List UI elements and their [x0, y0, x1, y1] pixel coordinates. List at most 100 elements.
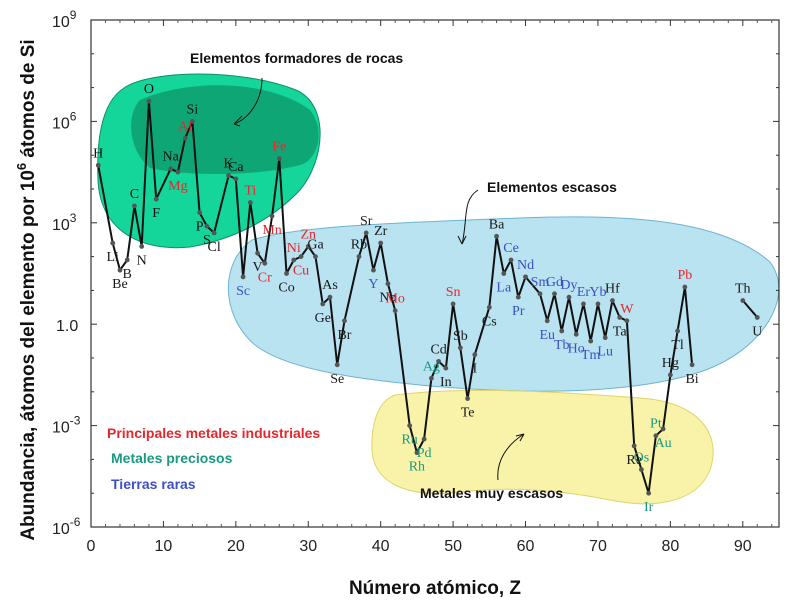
element-label-Sc: Sc — [236, 284, 250, 299]
point-Yb — [595, 301, 601, 307]
point-Ge — [320, 301, 326, 307]
series-line-1 — [742, 299, 759, 319]
point-Mn — [269, 213, 275, 219]
point-Tm — [588, 338, 594, 344]
point-S — [204, 223, 210, 229]
element-label-Tb: Tb — [554, 338, 570, 353]
element-label-Na: Na — [162, 150, 179, 165]
element-label-Nb: Nb — [379, 291, 396, 306]
point-H — [95, 162, 101, 168]
element-label-Os: Os — [634, 451, 650, 466]
element-label-Ho: Ho — [568, 341, 585, 356]
element-label-Al: Al — [178, 119, 192, 134]
very-scarce-region — [371, 389, 714, 505]
element-label-Si: Si — [187, 102, 199, 117]
data-series — [95, 98, 760, 496]
element-label-F: F — [152, 206, 160, 221]
element-label-Ag: Ag — [423, 359, 440, 374]
element-label-Ga: Ga — [307, 238, 324, 253]
region-shapes — [97, 73, 780, 505]
point-Dy — [566, 294, 572, 300]
element-label-Ba: Ba — [489, 217, 505, 232]
point-Bi — [689, 362, 695, 368]
x-tick-label: 0 — [87, 538, 96, 555]
element-label-Ce: Ce — [503, 241, 519, 256]
element-label-Ti: Ti — [244, 184, 256, 199]
rock-forming-region-dark — [131, 85, 319, 174]
point-U — [754, 315, 760, 320]
element-label-V: V — [253, 260, 263, 275]
point-Fe — [276, 156, 282, 161]
element-label-Ru: Ru — [401, 433, 417, 448]
y-tick-base: 10 — [52, 521, 70, 538]
element-label-Au: Au — [655, 436, 672, 451]
element-label-Dy: Dy — [560, 278, 577, 293]
point-Er — [581, 301, 586, 307]
point-Pb — [682, 284, 688, 290]
point-Al — [182, 135, 188, 141]
element-label-Yb: Yb — [589, 285, 606, 300]
element-label-Re: Re — [626, 453, 642, 468]
element-label-Bi: Bi — [685, 372, 698, 387]
point-Ho — [573, 331, 579, 337]
rock-forming-arrow — [233, 77, 263, 125]
x-tick-label: 80 — [661, 538, 679, 555]
point-Th — [740, 298, 746, 303]
y-tick-label: 10-6 — [52, 515, 81, 538]
element-label-Co: Co — [278, 281, 294, 296]
y-tick-base: 10 — [52, 217, 70, 234]
y-tick-exp: 6 — [70, 109, 77, 123]
element-label-Tm: Tm — [581, 348, 601, 363]
element-label-Tl: Tl — [671, 338, 684, 353]
point-Eu — [544, 318, 550, 324]
element-label-Mo: Mo — [385, 292, 404, 307]
point-Pt — [653, 433, 659, 439]
x-tick-label: 70 — [589, 538, 607, 555]
x-tick-label: 10 — [155, 538, 173, 555]
element-label-C: C — [130, 187, 139, 202]
point-Ir — [646, 490, 652, 496]
y-axis-title-tail: átomos de Si — [18, 39, 39, 163]
point-Gd — [552, 291, 557, 297]
point-Cu — [298, 254, 304, 259]
point-Sn — [450, 301, 456, 307]
element-label-Ge: Ge — [315, 311, 331, 326]
legend-industrial: Principales metales industriales — [107, 425, 320, 441]
point-N — [139, 244, 145, 249]
point-Hg — [667, 372, 673, 378]
y-tick-label: 10-3 — [52, 414, 81, 437]
element-label-In: In — [440, 375, 452, 390]
x-tick-label: 30 — [299, 538, 317, 555]
point-Sr — [363, 230, 369, 236]
point-Cr — [262, 260, 268, 266]
element-label-Eu: Eu — [539, 328, 555, 343]
element-label-Th: Th — [735, 282, 751, 297]
series-line-0 — [97, 100, 694, 495]
element-label-Ta: Ta — [613, 324, 628, 339]
point-Mo — [392, 308, 398, 314]
y-axis-title-main: Abundancia, átomos del elemento por 10 — [18, 170, 39, 541]
y-tick-base: 10 — [52, 14, 70, 31]
point-Nd — [523, 274, 528, 280]
point-Mg — [175, 169, 181, 175]
element-label-Be: Be — [112, 277, 128, 292]
point-Sb — [457, 345, 463, 351]
point-Te — [465, 396, 470, 401]
point-Cl — [211, 230, 217, 236]
element-label-W: W — [620, 302, 634, 317]
point-O — [146, 98, 152, 104]
y-tick-exp: -3 — [70, 414, 81, 428]
point-Cd — [436, 358, 442, 364]
element-label-B: B — [123, 267, 132, 282]
point-Se — [334, 362, 340, 368]
element-label-Sr: Sr — [360, 214, 373, 229]
element-label-I: I — [472, 362, 477, 377]
point-K — [226, 173, 232, 178]
point-Si — [189, 119, 195, 124]
element-label-Pb: Pb — [677, 268, 692, 283]
point-Ga — [313, 254, 318, 259]
element-label-S: S — [203, 233, 211, 248]
point-Na — [168, 166, 174, 172]
